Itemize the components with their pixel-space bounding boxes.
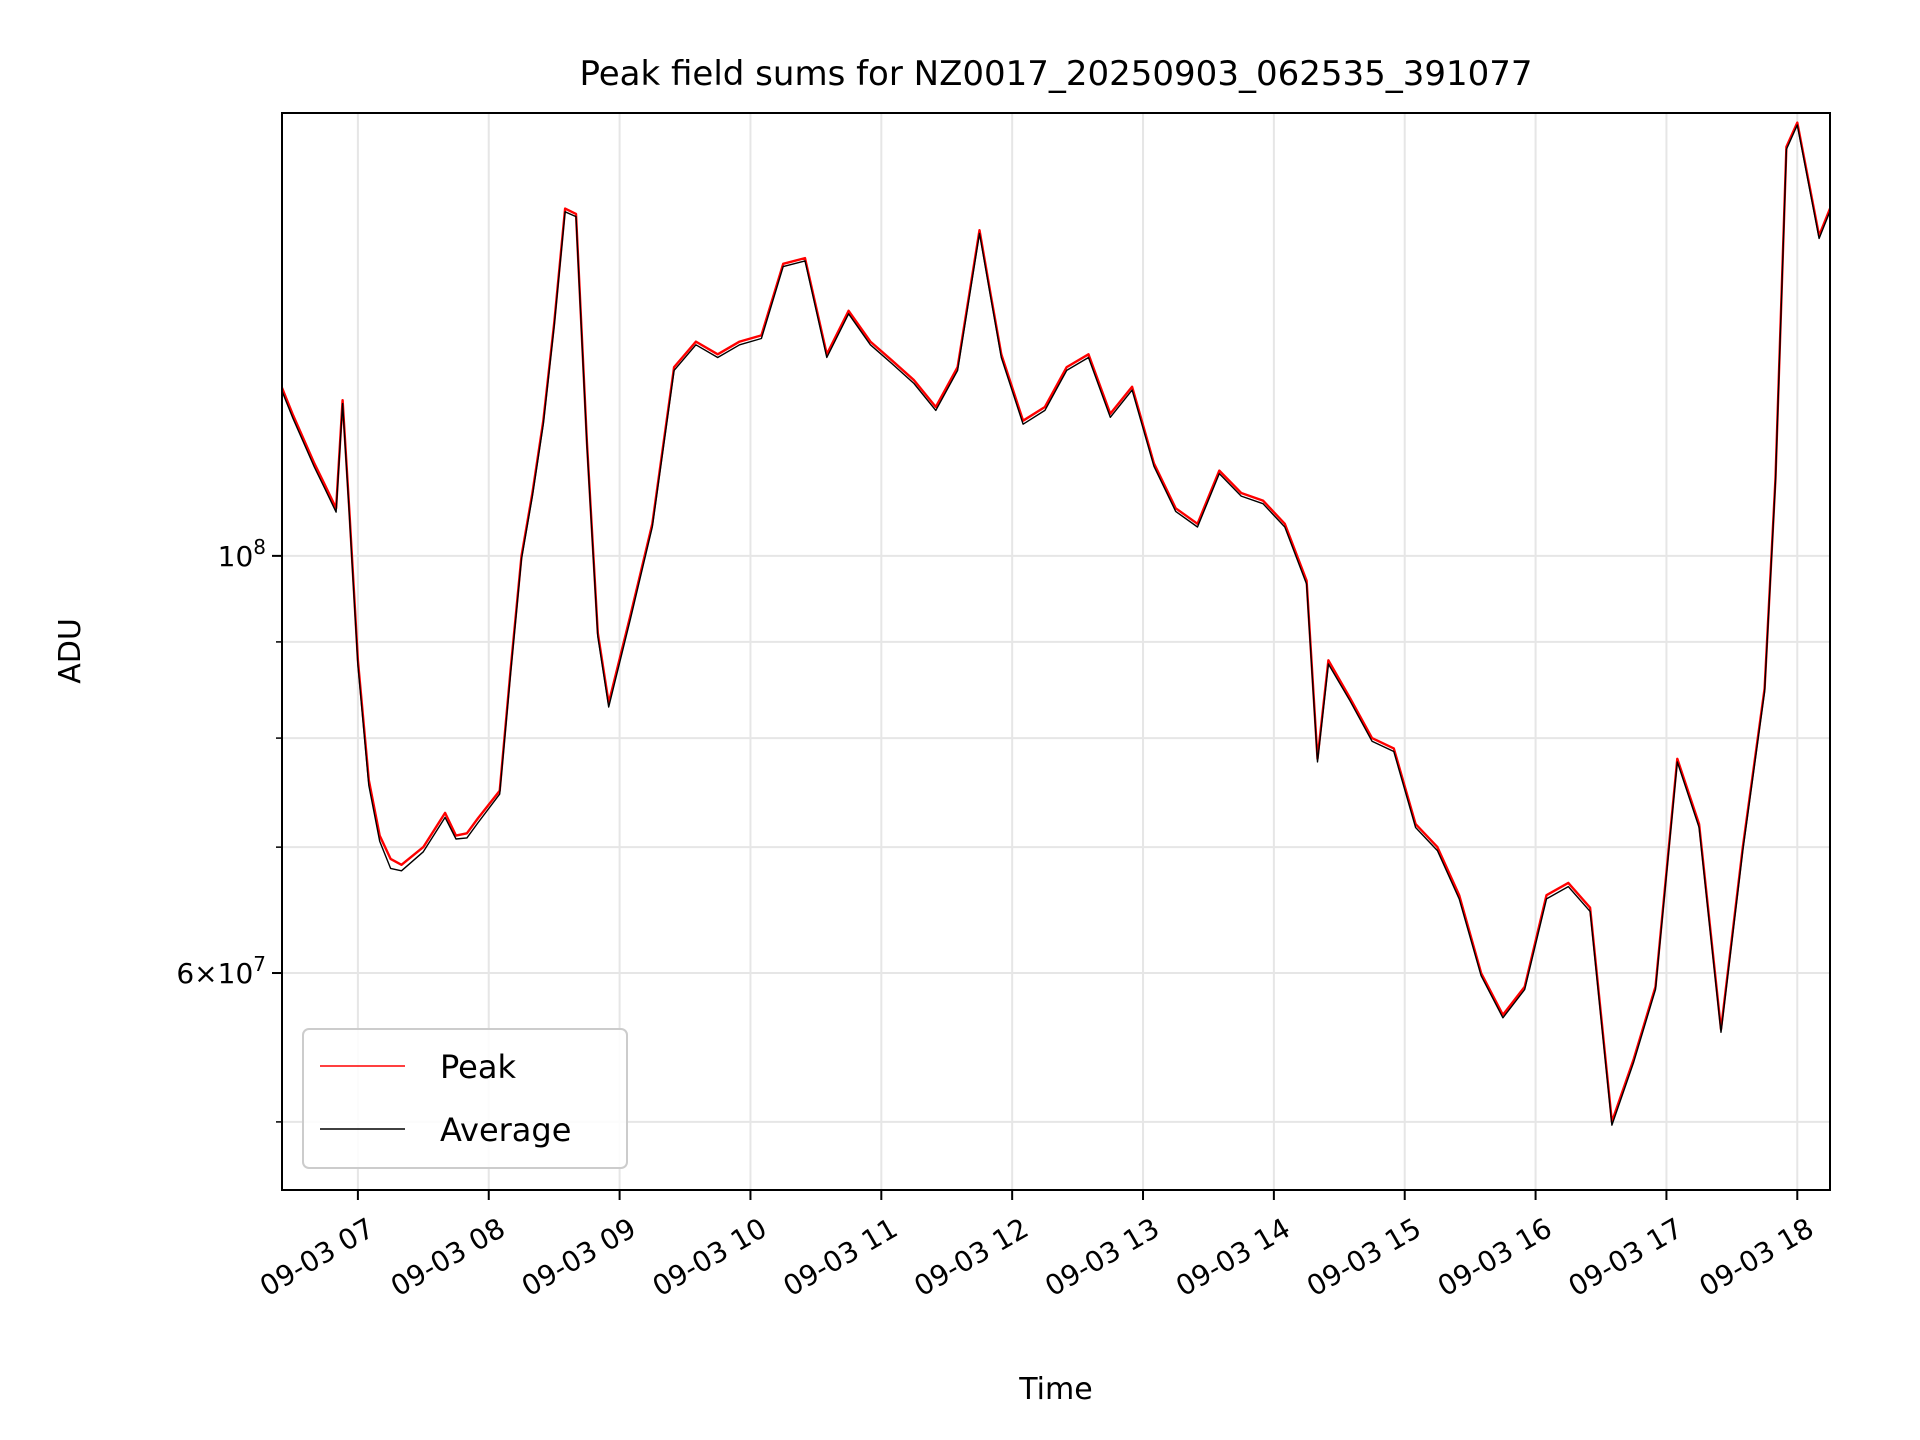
y-tick-label: 108	[218, 535, 266, 573]
grid	[282, 113, 1830, 1190]
y-axis-ticks: 108 6×107	[176, 535, 282, 1123]
y-axis-label: ADU	[53, 618, 88, 684]
series-line-average	[282, 124, 1830, 1126]
plot-frame	[281, 112, 1831, 1191]
legend-label-average: Average	[440, 1111, 571, 1149]
legend-box	[302, 1028, 628, 1169]
series-lines	[282, 121, 1830, 1126]
chart-title: Peak field sums for NZ0017_20250903_0625…	[579, 54, 1532, 94]
x-axis-label: Time	[1018, 1372, 1092, 1407]
legend-label-peak: Peak	[440, 1048, 516, 1086]
y-tick-label: 6×107	[176, 952, 266, 990]
legend: Peak Average	[302, 1028, 628, 1169]
